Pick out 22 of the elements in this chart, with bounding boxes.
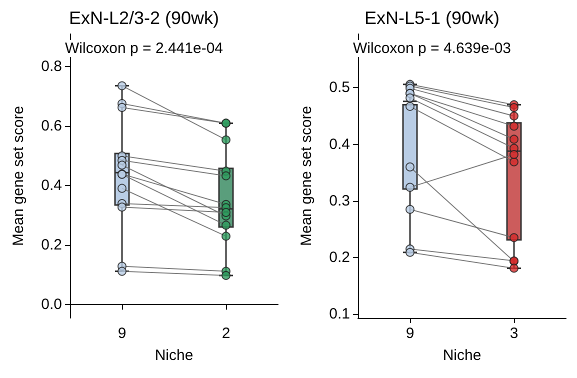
y-tick-label: 0.4 (41, 177, 62, 194)
x-axis-title: Niche (442, 347, 482, 364)
y-tick-label: 0.4 (329, 136, 350, 153)
y-tick-label: 0.2 (41, 236, 62, 254)
y-tick-label: 0.8 (41, 58, 62, 76)
y-tick-label: 0.2 (329, 248, 350, 266)
y-tick-label: 0.5 (329, 79, 350, 96)
x-tick-label: 9 (118, 325, 126, 342)
y-tick-label: 0.1 (329, 306, 350, 323)
y-axis-title: Mean gene set score (10, 106, 27, 246)
x-axis-title: Niche (154, 347, 194, 364)
y-tick-label: 0.6 (41, 118, 62, 135)
x-tick-label: 2 (222, 325, 230, 342)
y-tick-label: 0.3 (329, 192, 350, 210)
annotation: Wilcoxon p = 2.441e-04 (64, 40, 224, 57)
chart-title: ExN-L5-1 (90wk) (364, 8, 500, 28)
chart-title: ExN-L2/3-2 (90wk) (68, 8, 220, 28)
x-tick-label: 3 (510, 325, 518, 342)
x-tick-label: 9 (406, 325, 414, 342)
annotation: Wilcoxon p = 4.639e-03 (352, 40, 512, 57)
y-axis-title: Mean gene set score (298, 106, 315, 246)
y-tick-label: 0.0 (41, 296, 62, 314)
